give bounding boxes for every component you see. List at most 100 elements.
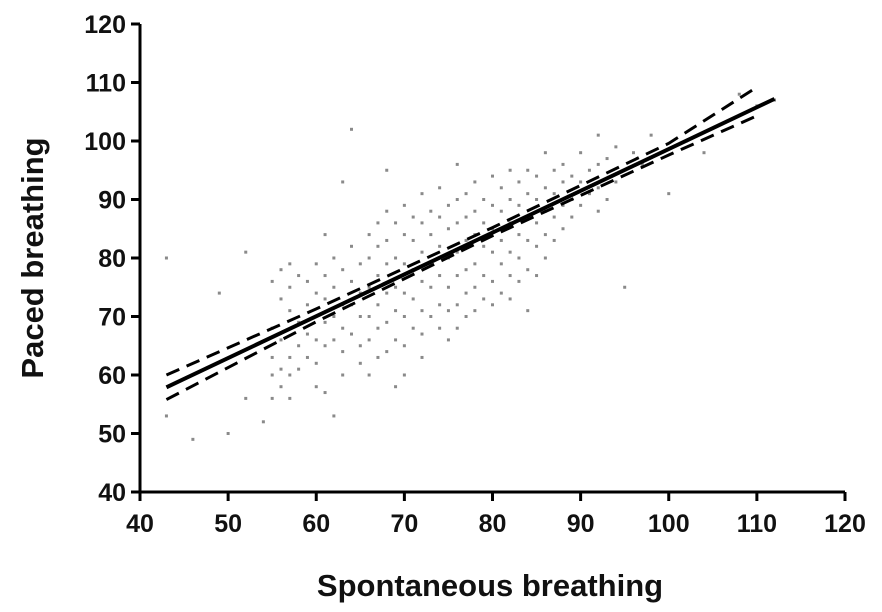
data-point xyxy=(358,315,362,318)
data-point xyxy=(491,250,494,254)
data-point xyxy=(411,238,415,242)
data-point xyxy=(394,338,398,342)
data-point xyxy=(288,262,292,266)
data-point xyxy=(526,238,530,242)
data-point xyxy=(438,326,442,330)
data-point xyxy=(270,396,274,400)
x-tick-label: 40 xyxy=(126,510,154,538)
data-point xyxy=(482,221,486,225)
data-point xyxy=(543,256,547,260)
data-point xyxy=(341,268,345,272)
data-point xyxy=(552,168,556,172)
y-tick-label: 120 xyxy=(84,11,126,39)
data-point xyxy=(288,396,292,400)
data-point xyxy=(438,244,442,248)
data-point xyxy=(217,291,221,295)
data-point xyxy=(473,209,477,213)
data-point xyxy=(314,385,318,389)
data-point xyxy=(376,221,380,225)
x-tick-label: 100 xyxy=(648,510,690,538)
data-point xyxy=(535,244,539,248)
data-point xyxy=(508,274,512,278)
data-point xyxy=(508,297,512,301)
data-point xyxy=(455,274,459,278)
y-tick-label: 100 xyxy=(84,128,126,156)
data-point xyxy=(438,274,442,278)
data-point xyxy=(191,437,195,441)
data-point xyxy=(341,326,345,330)
data-point xyxy=(411,297,415,301)
data-point xyxy=(367,315,371,318)
data-point xyxy=(455,162,459,166)
data-point xyxy=(376,244,380,248)
data-point xyxy=(561,162,565,166)
data-point xyxy=(394,221,398,225)
data-point xyxy=(499,209,503,213)
data-point xyxy=(288,373,292,377)
data-point xyxy=(323,297,327,301)
data-point xyxy=(464,315,468,318)
confidence-band xyxy=(165,85,758,401)
data-point xyxy=(499,186,503,190)
data-point xyxy=(508,168,512,172)
regression-line-group xyxy=(165,97,776,390)
data-point xyxy=(737,92,741,96)
data-point xyxy=(385,168,389,172)
data-point xyxy=(297,367,301,371)
data-point xyxy=(517,203,521,207)
data-point xyxy=(420,332,424,336)
data-point xyxy=(244,250,248,254)
data-point xyxy=(297,274,301,278)
data-point xyxy=(579,203,583,207)
data-point xyxy=(517,256,521,260)
data-point xyxy=(270,355,274,359)
data-point xyxy=(420,355,424,359)
data-point xyxy=(305,332,309,336)
data-point xyxy=(482,274,486,278)
data-point xyxy=(464,268,468,272)
data-point xyxy=(226,432,230,435)
data-point xyxy=(385,262,389,266)
data-point xyxy=(358,361,362,365)
data-point xyxy=(420,221,424,225)
data-point xyxy=(314,338,318,342)
data-point xyxy=(455,198,459,201)
data-point xyxy=(605,157,609,161)
data-point xyxy=(358,344,362,348)
data-point xyxy=(508,250,512,254)
data-point xyxy=(473,180,477,184)
data-point xyxy=(596,209,600,213)
data-point xyxy=(341,350,345,354)
data-points xyxy=(164,92,776,441)
data-point xyxy=(429,315,433,318)
data-point xyxy=(270,373,274,377)
data-point xyxy=(332,285,336,289)
y-tick-label: 80 xyxy=(98,245,126,273)
data-point xyxy=(350,332,353,336)
data-point xyxy=(332,315,336,318)
confidence-upper-line xyxy=(165,85,758,377)
data-point xyxy=(402,373,406,377)
data-point xyxy=(543,186,547,190)
data-point xyxy=(367,285,371,289)
data-point xyxy=(367,256,371,260)
data-point xyxy=(473,262,477,266)
data-point xyxy=(314,361,318,365)
data-point xyxy=(561,227,565,231)
y-tick-label: 60 xyxy=(98,362,126,390)
data-point xyxy=(482,198,486,201)
data-point xyxy=(323,344,327,348)
data-point xyxy=(667,192,671,196)
x-tick-label: 50 xyxy=(214,510,242,538)
data-point xyxy=(279,385,283,389)
data-point xyxy=(491,174,494,178)
data-point xyxy=(323,233,327,237)
x-axis-title: Spontaneous breathing xyxy=(317,568,663,603)
data-point xyxy=(614,180,618,184)
data-point xyxy=(473,285,477,289)
data-point xyxy=(420,250,424,254)
data-point xyxy=(526,192,530,196)
data-point xyxy=(261,420,265,424)
y-tick-label: 50 xyxy=(98,421,126,449)
